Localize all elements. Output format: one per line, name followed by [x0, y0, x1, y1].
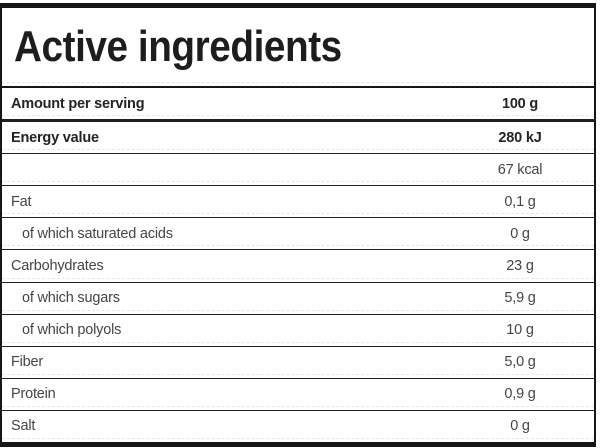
- table-header: Active ingredients: [2, 8, 594, 88]
- nutrition-rows: Amount per serving 100 g Energy value 28…: [2, 88, 594, 442]
- table-row-polyols: of which polyols 10 g: [2, 315, 594, 347]
- row-value: 0,1 g: [504, 193, 536, 210]
- row-label: Fat: [11, 193, 32, 210]
- table-row-sugars: of which sugars 5,9 g: [2, 283, 594, 315]
- row-label: Protein: [11, 386, 56, 403]
- table-title: Active ingredients: [14, 22, 342, 71]
- row-value: 0 g: [510, 225, 530, 242]
- row-label: of which sugars: [22, 290, 120, 307]
- row-value: 5,0 g: [504, 354, 536, 371]
- table-row-saturated-acids: of which saturated acids 0 g: [2, 218, 594, 251]
- row-value: 0 g: [510, 418, 530, 435]
- row-label: Amount per serving: [11, 95, 145, 112]
- row-value: 10 g: [506, 322, 534, 339]
- row-value: 5,9 g: [504, 290, 536, 307]
- row-value: 23 g: [506, 258, 534, 275]
- row-label: of which saturated acids: [22, 225, 173, 242]
- row-label: Carbohydrates: [11, 258, 104, 275]
- table-row-protein: Protein 0,9 g: [2, 379, 594, 411]
- row-label: Fiber: [11, 354, 44, 371]
- row-value: 0,9 g: [504, 386, 536, 403]
- row-value: 100 g: [501, 95, 539, 112]
- table-row-fiber: Fiber 5,0 g: [2, 347, 594, 379]
- row-value: 67 kcal: [497, 161, 543, 178]
- table-row-energy-kcal: 67 kcal: [2, 154, 594, 187]
- row-label: Salt: [11, 418, 36, 435]
- table-row-carbohydrates: Carbohydrates 23 g: [2, 250, 594, 283]
- nutrition-facts-table: Active ingredients Amount per serving 10…: [0, 3, 596, 447]
- row-value: 280 kJ: [498, 129, 542, 146]
- row-label: of which polyols: [22, 322, 122, 339]
- table-row-amount-per-serving: Amount per serving 100 g: [2, 88, 594, 123]
- row-label: Energy value: [11, 129, 99, 146]
- table-row-salt: Salt 0 g: [2, 411, 594, 442]
- table-row-energy-value: Energy value 280 kJ: [2, 122, 594, 155]
- table-row-fat: Fat 0,1 g: [2, 186, 594, 219]
